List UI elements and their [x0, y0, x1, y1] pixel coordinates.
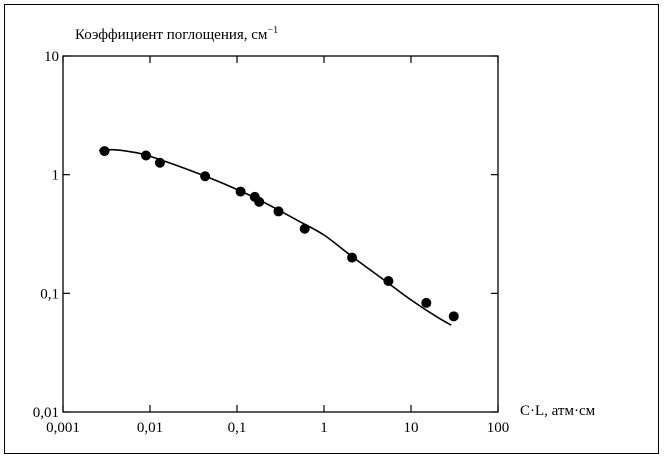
data-point-1	[141, 150, 152, 161]
x-axis-label: C·L, атм·см	[520, 403, 596, 419]
x-tick-label-2: 0,1	[228, 420, 247, 436]
data-point-10	[383, 276, 394, 287]
data-point-2	[154, 157, 165, 168]
y-tick-label-1: 0,1	[40, 286, 59, 302]
y-axis-label-main: Коэффициент поглощения, см	[75, 27, 268, 43]
x-tick-label-4: 10	[404, 420, 419, 436]
data-point-7	[273, 206, 284, 217]
data-point-3	[200, 171, 211, 182]
chart-frame	[4, 4, 659, 454]
data-point-12	[448, 311, 459, 322]
x-tick-label-3: 1	[320, 420, 328, 436]
data-points	[99, 146, 459, 322]
data-point-4	[235, 186, 246, 197]
fit-curve	[99, 148, 452, 326]
y-tick-label-2: 1	[52, 168, 60, 184]
x-tick-label-1: 0,01	[137, 420, 163, 436]
data-point-9	[347, 252, 358, 263]
x-tick-label-5: 100	[487, 420, 510, 436]
y-axis-label-superscript: −1	[267, 25, 278, 36]
plot-box	[62, 55, 499, 413]
x-tick-label-0: 0,001	[46, 420, 80, 436]
data-point-11	[421, 297, 432, 308]
data-point-6	[254, 196, 265, 207]
y-tick-label-3: 10	[44, 49, 59, 65]
axis-ticks	[62, 55, 499, 413]
data-point-8	[299, 223, 310, 234]
y-tick-label-0: 0,01	[33, 405, 59, 421]
plot-area	[62, 55, 499, 413]
data-point-0	[99, 146, 110, 157]
y-axis-label: Коэффициент поглощения, см−1	[75, 25, 278, 43]
